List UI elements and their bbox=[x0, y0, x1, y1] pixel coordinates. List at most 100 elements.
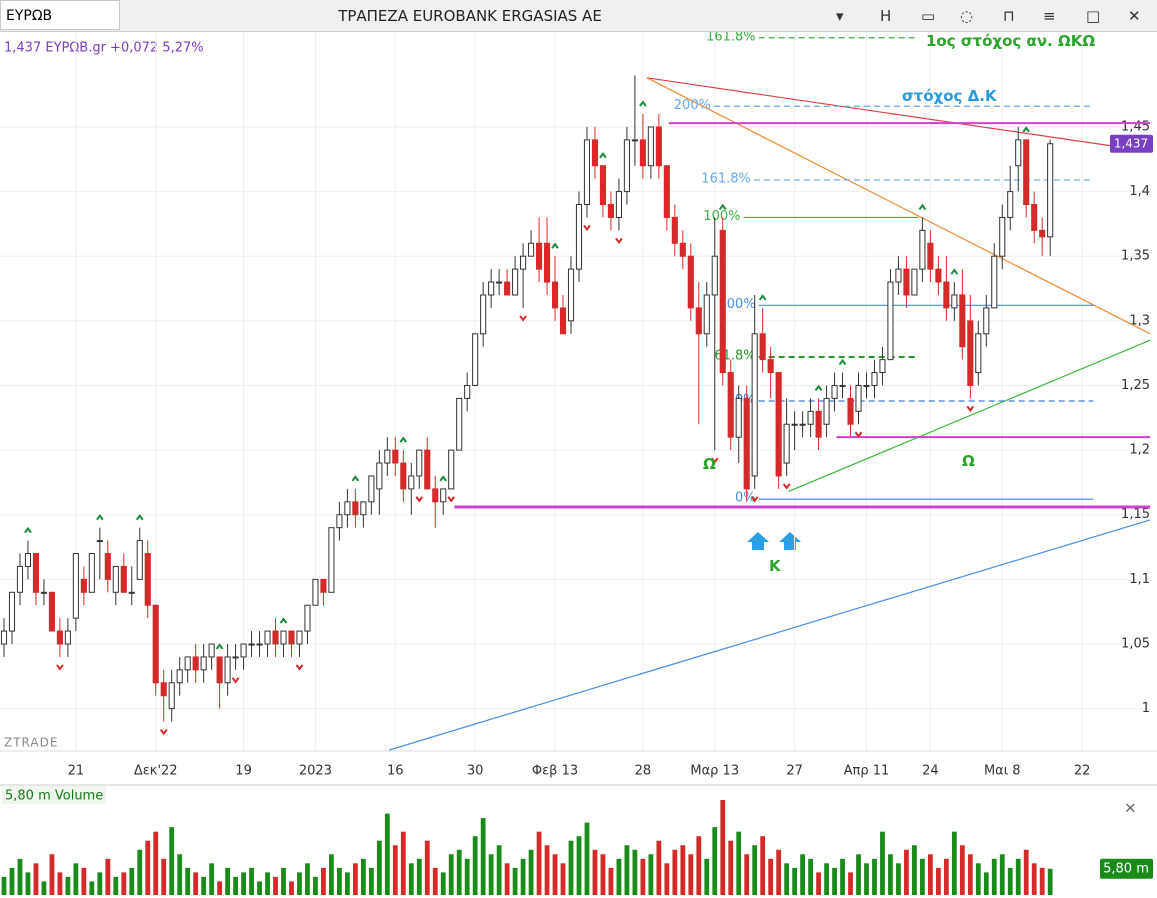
candle-body bbox=[536, 242, 543, 270]
toolbar-icon[interactable]: ⊓ bbox=[1003, 7, 1015, 25]
fractal-high bbox=[399, 436, 408, 443]
volume-bar bbox=[744, 854, 750, 895]
candle-body bbox=[839, 384, 846, 387]
volume-bar bbox=[424, 840, 430, 895]
volume-bar bbox=[752, 845, 758, 895]
volume-bar bbox=[153, 831, 159, 895]
close[interactable]: ✕ bbox=[1128, 7, 1141, 25]
candle-body bbox=[32, 553, 39, 593]
volume-bar bbox=[273, 876, 278, 895]
candle-body bbox=[64, 630, 71, 645]
volume-bar bbox=[169, 827, 175, 895]
volume-bar bbox=[1039, 867, 1045, 895]
x-tick-label: 24 bbox=[922, 764, 939, 779]
candle-body bbox=[711, 255, 718, 296]
volume-bar bbox=[1023, 849, 1029, 895]
candle-body bbox=[232, 656, 239, 659]
volume-bar bbox=[792, 867, 798, 895]
volume-bar bbox=[257, 881, 262, 895]
volume-title-bg bbox=[2, 786, 106, 804]
candle-body bbox=[743, 397, 750, 490]
candle-body bbox=[400, 462, 407, 490]
candle-body bbox=[520, 255, 527, 270]
volume-bar bbox=[464, 858, 470, 895]
maximize[interactable]: □ bbox=[1086, 7, 1101, 25]
fractal-low bbox=[56, 664, 64, 671]
candle-body bbox=[8, 591, 16, 632]
candle-body bbox=[631, 139, 638, 142]
candle-body bbox=[615, 191, 622, 218]
candle-body bbox=[1007, 191, 1014, 218]
candle-body bbox=[783, 423, 790, 464]
volume-bar bbox=[233, 876, 238, 895]
candle-body bbox=[807, 410, 814, 425]
close-panel[interactable]: × bbox=[1124, 799, 1137, 817]
volume-bar bbox=[576, 836, 582, 895]
toolbar-icon[interactable]: ◌ bbox=[960, 7, 974, 25]
volume-bar bbox=[704, 858, 710, 895]
volume-bar bbox=[528, 849, 534, 895]
candle-body bbox=[1015, 139, 1022, 167]
candle-body bbox=[895, 268, 902, 283]
candle-body bbox=[543, 242, 551, 283]
candle-body bbox=[88, 553, 95, 593]
candle-body bbox=[368, 475, 375, 503]
candle-body bbox=[288, 630, 295, 645]
fib-label: 100% bbox=[703, 209, 740, 224]
candle-body bbox=[424, 449, 431, 490]
volume-bar bbox=[1007, 867, 1013, 895]
volume-bar bbox=[49, 854, 55, 895]
candle-body bbox=[112, 565, 119, 593]
volume-bar bbox=[217, 881, 223, 895]
symbol-input[interactable]: ΕΥΡΩΒ bbox=[0, 0, 120, 30]
candle-body bbox=[951, 294, 958, 309]
volume-bar bbox=[967, 854, 973, 895]
volume-bar bbox=[943, 858, 949, 895]
volume-bar bbox=[760, 836, 766, 895]
fractal-high bbox=[1022, 126, 1031, 133]
candle-body bbox=[384, 449, 391, 464]
arrow-icon bbox=[779, 532, 801, 550]
volume-bar bbox=[265, 872, 270, 895]
annotation: 1ος στόχος αν. ΩΚΩ bbox=[926, 32, 1096, 50]
volume-bar bbox=[608, 867, 614, 895]
candle-body bbox=[1031, 204, 1038, 231]
volume-bar bbox=[1047, 868, 1053, 895]
fractal-low bbox=[854, 431, 863, 438]
y-tick-label: 1,4 bbox=[1129, 184, 1150, 199]
x-tick-label: 2023 bbox=[299, 764, 332, 779]
fib-label: 0% bbox=[735, 491, 756, 506]
volume-bar bbox=[800, 854, 805, 895]
candle-body bbox=[887, 281, 894, 361]
y-tick-label: 1,25 bbox=[1121, 378, 1150, 393]
trend-line bbox=[389, 519, 1151, 751]
candle-body bbox=[216, 656, 223, 684]
volume-bar bbox=[121, 872, 127, 895]
volume-bar bbox=[352, 863, 358, 895]
volume-bar bbox=[9, 867, 15, 895]
volume-bar bbox=[193, 872, 199, 895]
candle-body bbox=[464, 384, 471, 399]
y-tick-label: 1,05 bbox=[1121, 637, 1150, 652]
volume-bar bbox=[920, 858, 925, 895]
candle-body bbox=[528, 242, 535, 257]
toolbar-icon[interactable]: ≡ bbox=[1043, 7, 1056, 25]
candle-body bbox=[719, 229, 726, 374]
volume-bar bbox=[840, 858, 845, 895]
annotation: Κ bbox=[769, 557, 781, 575]
candle-body bbox=[0, 630, 8, 645]
volume-bar bbox=[472, 836, 478, 895]
candle-body bbox=[40, 591, 47, 594]
volume-bar bbox=[89, 881, 95, 895]
candle-body bbox=[240, 643, 247, 658]
toolbar-button[interactable]: H bbox=[880, 7, 892, 25]
watermark: ZTRADE bbox=[4, 736, 58, 750]
volume-bar bbox=[600, 854, 606, 895]
annotation: Ω bbox=[703, 455, 716, 473]
candle-body bbox=[911, 268, 918, 296]
dropdown[interactable]: ▾ bbox=[836, 7, 844, 25]
x-tick-label: 16 bbox=[387, 764, 404, 779]
fib-label: 200% bbox=[674, 98, 711, 113]
toolbar-icon[interactable]: ▭ bbox=[921, 7, 936, 25]
